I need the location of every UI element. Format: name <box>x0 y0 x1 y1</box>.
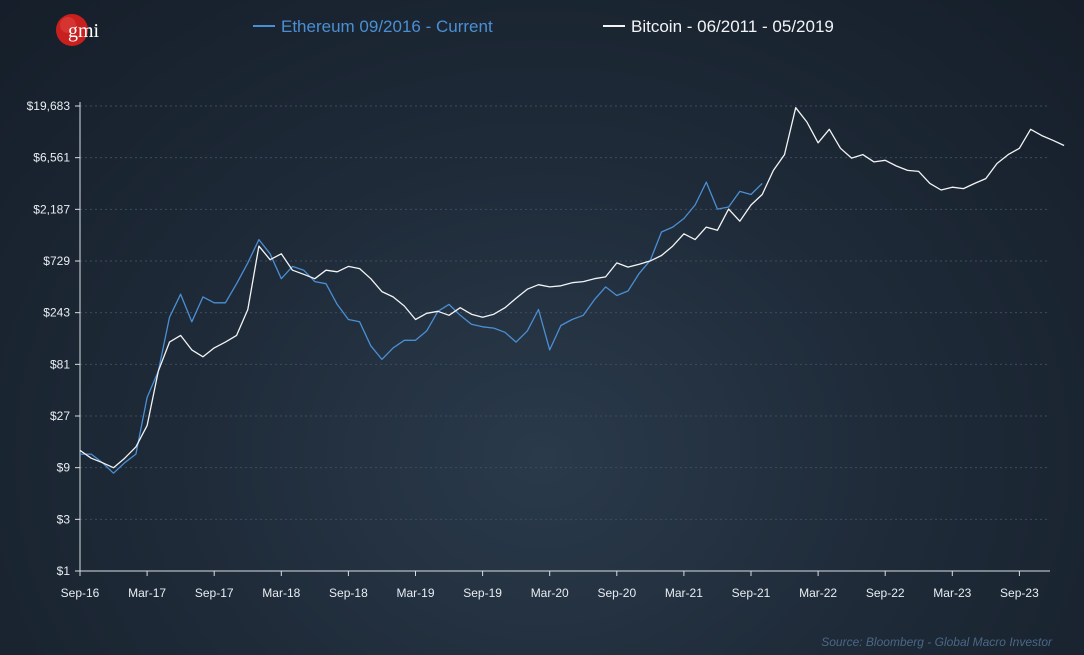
y-tick-label: $81 <box>50 357 70 371</box>
chart-axes <box>79 102 1050 572</box>
x-tick-label: Sep-20 <box>597 586 636 600</box>
y-tick-label: $1 <box>57 564 71 578</box>
legend-label-ethereum: Ethereum 09/2016 - Current <box>281 17 493 36</box>
y-tick-label: $3 <box>57 512 71 526</box>
series-line-bitcoin <box>79 107 1065 469</box>
series-line-ethereum <box>80 181 763 474</box>
y-tick-label: $9 <box>57 461 71 475</box>
legend-swatch-ethereum <box>253 24 275 27</box>
legend-item-bitcoin: Bitcoin - 06/2011 - 05/2019 <box>603 17 834 37</box>
y-tick-label: $6,561 <box>33 151 70 165</box>
grid-lines <box>80 105 1050 520</box>
series-lines <box>79 107 1065 474</box>
x-tick-label: Mar-17 <box>128 586 166 600</box>
x-tick-label: Mar-20 <box>531 586 569 600</box>
legend-item-ethereum: Ethereum 09/2016 - Current <box>253 17 493 37</box>
x-tick-label: Sep-19 <box>463 586 502 600</box>
logo-text: gmi <box>68 20 100 42</box>
legend-label-bitcoin: Bitcoin - 06/2011 - 05/2019 <box>631 17 834 36</box>
x-tick-label: Mar-21 <box>665 586 703 600</box>
legend-swatch-bitcoin <box>603 24 625 27</box>
x-tick-label: Sep-18 <box>329 586 368 600</box>
y-tick-label: $19,683 <box>27 99 71 113</box>
y-tick-label: $2,187 <box>33 202 70 216</box>
x-tick-label: Mar-19 <box>396 586 434 600</box>
x-tick-label: Sep-17 <box>195 586 234 600</box>
x-tick-label: Mar-18 <box>262 586 300 600</box>
x-tick-label: Sep-23 <box>1000 586 1039 600</box>
y-tick-label: $243 <box>43 306 70 320</box>
x-axis-ticks: Sep-16 Mar-17 Sep-17 Mar-18 Sep-18 Mar-19 Sep-… <box>61 571 1039 600</box>
x-tick-label: Sep-22 <box>866 586 905 600</box>
x-tick-label: Mar-23 <box>933 586 971 600</box>
y-tick-label: $729 <box>43 254 70 268</box>
gmi-logo: gmi <box>56 14 100 46</box>
x-tick-label: Sep-21 <box>732 586 771 600</box>
y-tick-label: $27 <box>50 409 70 423</box>
x-tick-label: Mar-22 <box>799 586 837 600</box>
x-tick-label: Sep-16 <box>61 586 100 600</box>
logo-highlight <box>60 17 76 33</box>
y-axis-ticks: $1 $3 $9 $27 $81 $243 $729 $2,187 $6,561 $19,683 <box>27 99 80 578</box>
source-note: Source: Bloomberg - Global Macro Investo… <box>821 635 1052 649</box>
